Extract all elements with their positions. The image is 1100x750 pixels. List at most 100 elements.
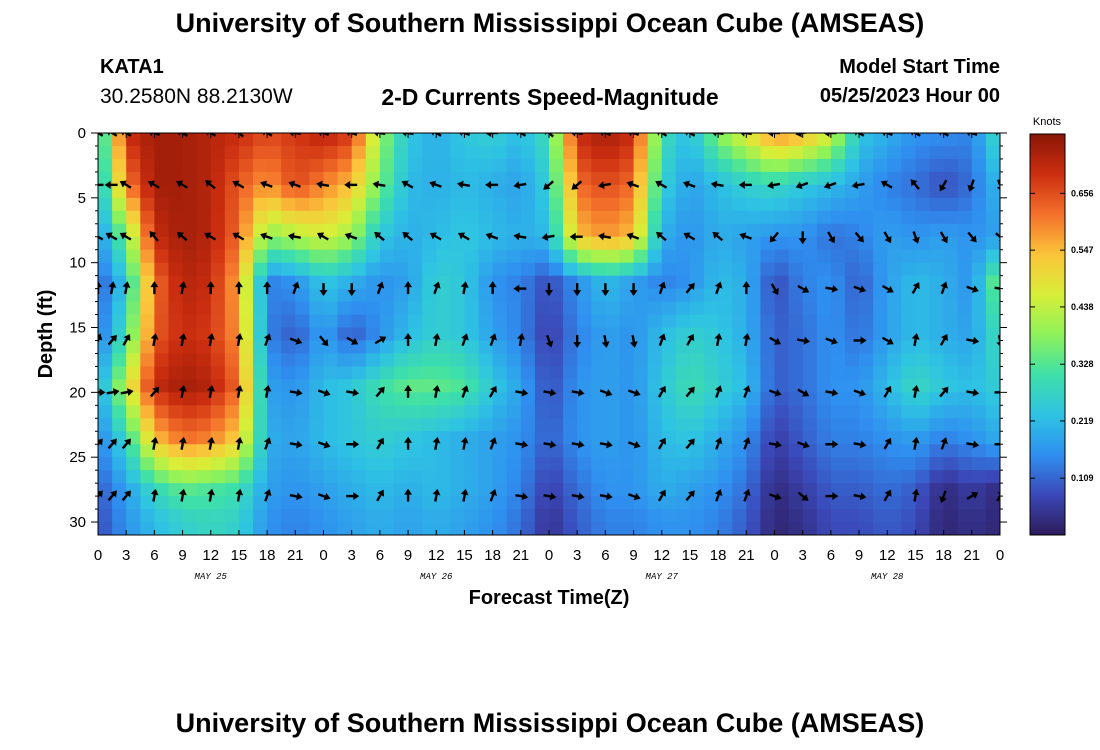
current-vector-arrow (629, 334, 638, 348)
heatmap-cell (985, 470, 1000, 484)
heatmap-cell (633, 210, 649, 225)
x-tick-label: 3 (348, 547, 356, 564)
heatmap-cell (901, 184, 917, 199)
heatmap-cell (718, 184, 733, 199)
heatmap-cell (887, 314, 902, 329)
heatmap-cell (422, 184, 437, 199)
heatmap-cell (915, 301, 931, 316)
heatmap-cell (422, 431, 437, 445)
heatmap-cell (549, 405, 564, 419)
heatmap-cell (154, 509, 170, 523)
heatmap-cell (337, 353, 353, 368)
heatmap-cell (746, 314, 761, 329)
heatmap-cell (605, 275, 621, 290)
heatmap-cell (915, 262, 931, 277)
heatmap-cell (422, 457, 437, 471)
heatmap-cell (408, 405, 423, 419)
heatmap-cell (971, 392, 987, 406)
heatmap-cell (210, 522, 226, 535)
heatmap-cell (647, 133, 663, 147)
heatmap-cell (534, 145, 550, 160)
heatmap-cell (563, 418, 578, 432)
heatmap-cell (830, 262, 846, 277)
heatmap-cell (844, 301, 860, 316)
heatmap-cell (210, 327, 226, 342)
heatmap-cell (647, 197, 663, 212)
heatmap-cell (661, 288, 677, 303)
heatmap-cell (704, 197, 719, 212)
heatmap-cell (478, 353, 494, 368)
heatmap-cell (859, 249, 874, 264)
heatmap-cell (323, 509, 339, 523)
heatmap-cell (901, 158, 917, 173)
current-vector-arrow (883, 385, 892, 398)
x-tick-label: 0 (996, 547, 1004, 564)
heatmap-cell (718, 366, 733, 380)
heatmap-cell (943, 288, 959, 303)
heatmap-cell (323, 171, 339, 186)
heatmap-cell (365, 340, 381, 355)
heatmap-cell (534, 392, 550, 406)
heatmap-cell (168, 158, 184, 173)
heatmap-cell (534, 509, 550, 523)
heatmap-cell (281, 133, 296, 147)
colorbar-tick-label: 0.219 (1071, 416, 1094, 426)
heatmap-cell (408, 392, 423, 406)
heatmap-cell (506, 249, 522, 264)
current-vector-arrow (995, 232, 1000, 242)
heatmap-cell (309, 353, 325, 368)
heatmap-cell (873, 431, 888, 445)
heatmap-cell (859, 444, 874, 458)
heatmap-cell (140, 301, 155, 316)
heatmap-cell (802, 379, 818, 393)
heatmap-cell (816, 522, 832, 535)
heatmap-cell (281, 470, 296, 484)
heatmap-cell (309, 288, 325, 303)
heatmap-cell (422, 418, 437, 432)
heatmap-cell (168, 366, 184, 380)
heatmap-cell (238, 210, 254, 225)
current-vector-arrow (461, 333, 469, 347)
heatmap-cell (196, 483, 212, 497)
current-vector-arrow (573, 283, 582, 297)
colorbar-tick-label: 0.438 (1071, 302, 1094, 312)
heatmap-cell (154, 457, 170, 471)
heatmap-cell (816, 366, 832, 380)
heatmap-cell (746, 210, 761, 225)
heatmap-cell (534, 379, 550, 393)
heatmap-cell (675, 457, 691, 471)
current-vector-arrow (739, 232, 752, 240)
current-vector-arrow (292, 281, 300, 295)
heatmap-cell (281, 197, 296, 212)
heatmap-cell (253, 184, 268, 199)
heatmap-cell (718, 145, 733, 160)
heatmap-cell (267, 483, 282, 497)
heatmap-cell (98, 379, 113, 393)
current-vector-arrow (657, 437, 666, 450)
heatmap-cell (140, 444, 155, 458)
heatmap-cell (295, 340, 310, 355)
heatmap-cell (788, 327, 804, 342)
heatmap-cell (224, 496, 240, 510)
heatmap-cell (464, 431, 480, 445)
heatmap-cell (661, 353, 677, 368)
current-vector-arrow (98, 281, 102, 295)
current-vector-arrow (627, 389, 641, 397)
heatmap-cell (704, 249, 719, 264)
current-vector-arrow (940, 437, 948, 450)
heatmap-cell (549, 444, 564, 458)
heatmap-cell (506, 314, 522, 329)
current-vector-arrow (545, 283, 553, 297)
current-vector-arrow (880, 180, 893, 189)
heatmap-cell (985, 457, 1000, 471)
heatmap-cell (647, 418, 663, 432)
heatmap-cell (563, 496, 578, 510)
heatmap-cell (915, 249, 931, 264)
heatmap-cell (506, 340, 522, 355)
heatmap-cell (267, 145, 282, 160)
heatmap-cell (830, 457, 846, 471)
heatmap-cell (126, 470, 141, 484)
heatmap-cell (140, 431, 155, 445)
colorbar-tick-label: 0.328 (1071, 359, 1094, 369)
heatmap-cell (267, 223, 282, 238)
